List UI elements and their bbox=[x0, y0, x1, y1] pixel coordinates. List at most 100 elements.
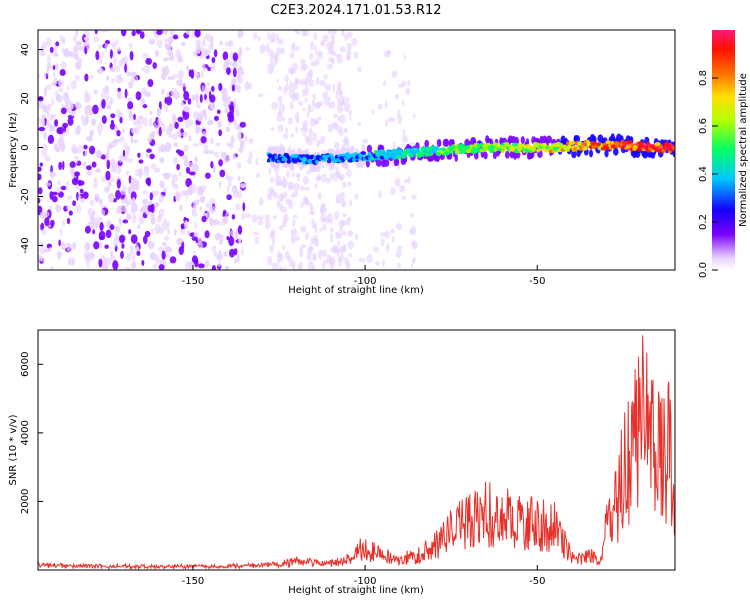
spectrogram-noise-cell bbox=[201, 131, 208, 137]
spectrogram-noise-cell bbox=[326, 254, 333, 263]
spectrogram-noise-cell bbox=[71, 177, 79, 186]
spectrogram-noise-cell bbox=[241, 70, 244, 76]
spectrogram-noise-cell bbox=[311, 219, 316, 229]
spectrogram-noise-cell bbox=[69, 101, 74, 110]
spectrogram-noise-cell bbox=[59, 227, 63, 236]
spectrogram-noise-cell bbox=[223, 251, 228, 257]
spectrogram-noise-cell bbox=[209, 198, 216, 205]
spectrogram-noise-cell bbox=[209, 217, 213, 227]
spectrogram-noise-cell bbox=[219, 169, 226, 178]
spectrogram-panel: -150 -100 -50 -40 -20 0 20 40 Height of straig… bbox=[8, 29, 676, 296]
spectrogram-noise-cell bbox=[131, 261, 137, 269]
spectrogram-noise-cell bbox=[150, 203, 155, 213]
spectrogram-noise-cell bbox=[102, 86, 105, 93]
spectrogram-noise-cell bbox=[327, 212, 334, 223]
spectrogram-noise-cell bbox=[101, 99, 106, 109]
spectrogram-noise-cell bbox=[403, 54, 406, 60]
spectrogram-noise-cell bbox=[158, 264, 165, 270]
spectrogram-noise-cell bbox=[192, 250, 196, 255]
spectrogram-noise-cell bbox=[346, 31, 353, 39]
colorbar-tick-label: 0.6 bbox=[698, 118, 709, 134]
spectrogram-noise-cell bbox=[113, 65, 121, 73]
spectrogram-noise-cell bbox=[310, 40, 315, 50]
snr-panel: -150 -100 -50 2000 4000 6000 Height of strai… bbox=[8, 329, 676, 596]
spectrogram-noise-cell bbox=[245, 46, 251, 51]
spectrogram-noise-cell bbox=[307, 260, 314, 270]
spectrogram-noise-cell bbox=[166, 220, 170, 229]
spectrogram-noise-cell bbox=[66, 205, 71, 210]
spectrogram-noise-cell bbox=[318, 115, 322, 122]
spectrogram-signal-cell bbox=[455, 150, 461, 155]
spectrogram-noise-cell bbox=[115, 207, 122, 215]
spectrogram-noise-cell bbox=[277, 85, 283, 91]
spectrogram-noise-cell bbox=[167, 76, 175, 81]
spectrogram-noise-cell bbox=[125, 253, 132, 262]
spectrogram-noise-cell bbox=[297, 264, 301, 270]
spectrogram-noise-cell bbox=[85, 40, 91, 50]
spectrogram-signal-cell bbox=[627, 140, 633, 144]
spectrogram-noise-cell bbox=[194, 258, 199, 268]
spectrogram-noise-cell bbox=[346, 42, 352, 51]
spectrogram-noise-cell bbox=[327, 30, 333, 35]
spectrogram-noise-cell bbox=[138, 124, 142, 130]
spectrogram-noise-cell bbox=[300, 202, 305, 208]
spectrogram-noise-cell bbox=[164, 245, 168, 253]
spectrogram-noise-cell bbox=[339, 46, 346, 53]
spectrogram-noise-cell bbox=[401, 195, 406, 200]
spectrogram-noise-cell bbox=[275, 47, 282, 56]
spectrogram-noise-cell bbox=[44, 182, 52, 187]
spectrogram-noise-cell bbox=[173, 91, 180, 100]
spectrogram-noise-cell bbox=[340, 30, 345, 37]
spectrogram-noise-cell bbox=[335, 166, 339, 171]
spectrogram-noise-cell bbox=[348, 253, 353, 258]
spectrogram-signal-cell bbox=[596, 142, 601, 147]
spectrogram-noise-cell bbox=[253, 231, 259, 236]
spectrogram-signal-cell bbox=[630, 142, 636, 147]
spectrogram-noise-cell bbox=[50, 265, 54, 270]
spectrogram-noise-cell bbox=[293, 182, 300, 192]
spectrogram-noise-cell bbox=[38, 166, 42, 172]
spectrogram-noise-cell bbox=[344, 33, 348, 42]
spectrogram-y-tick-label: -40 bbox=[20, 237, 31, 253]
spectrogram-signal-cell bbox=[613, 147, 619, 156]
spectrogram-noise-cell bbox=[334, 210, 340, 221]
spectrogram-signal-cell bbox=[302, 156, 307, 161]
spectrogram-noise-cell bbox=[229, 61, 234, 66]
spectrogram-noise-cell bbox=[330, 172, 335, 181]
spectrogram-noise-cell bbox=[194, 30, 201, 38]
spectrogram-signal-cell bbox=[444, 138, 449, 147]
spectrogram-noise-cell bbox=[55, 41, 60, 47]
spectrogram-noise-cell bbox=[386, 49, 392, 55]
spectrogram-noise-cell bbox=[208, 150, 215, 155]
spectrogram-noise-cell bbox=[43, 248, 50, 253]
spectrogram-noise-cell bbox=[42, 118, 45, 128]
spectrogram-noise-cell bbox=[101, 30, 108, 33]
spectrogram-frame bbox=[37, 29, 676, 271]
spectrogram-noise-cell bbox=[159, 180, 165, 189]
spectrogram-noise-cell bbox=[238, 46, 243, 57]
spectrogram-noise-cell bbox=[232, 119, 238, 126]
spectrogram-y-tick-label: 20 bbox=[20, 92, 31, 105]
spectrogram-noise-cell bbox=[269, 192, 273, 201]
spectrogram-noise-cell bbox=[54, 119, 59, 127]
spectrogram-signal-cell bbox=[267, 153, 273, 158]
spectrogram-noise-cell bbox=[204, 93, 207, 100]
spectrogram-noise-cell bbox=[58, 79, 62, 88]
spectrogram-noise-cell bbox=[224, 107, 229, 114]
spectrogram-noise-cell bbox=[46, 37, 52, 47]
spectrogram-noise-cell bbox=[98, 44, 103, 49]
spectrogram-noise-cell bbox=[66, 195, 73, 200]
spectrogram-noise-cell bbox=[218, 249, 222, 254]
spectrogram-noise-cell bbox=[98, 198, 103, 206]
spectrogram-noise-cell bbox=[221, 87, 228, 96]
spectrogram-signal-cell bbox=[569, 140, 576, 145]
spectrogram-noise-cell bbox=[345, 97, 350, 103]
spectrogram-noise-cell bbox=[96, 67, 104, 74]
spectrogram-noise-cell bbox=[334, 177, 337, 183]
spectrogram-noise-cell bbox=[231, 214, 236, 220]
spectrogram-noise-cell bbox=[268, 167, 272, 175]
spectrogram-noise-cell bbox=[276, 258, 280, 266]
spectrogram-noise-cell bbox=[200, 136, 207, 144]
snr-series-line bbox=[38, 335, 675, 570]
spectrogram-noise-cell bbox=[223, 209, 226, 215]
